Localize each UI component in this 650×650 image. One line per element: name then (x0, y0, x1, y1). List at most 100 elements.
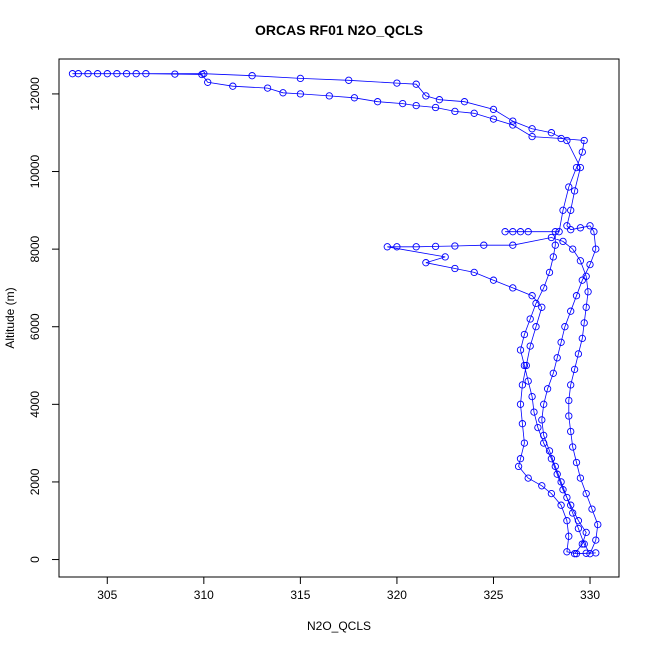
data-point (586, 222, 594, 230)
data-point (296, 74, 305, 83)
data-point (393, 79, 401, 87)
data-point (565, 412, 573, 420)
data-point (563, 493, 571, 502)
data-point (574, 517, 583, 525)
data-point (516, 346, 525, 354)
data-point (565, 532, 573, 540)
data-point (113, 70, 121, 78)
data-point (547, 233, 556, 242)
data-point (545, 268, 554, 277)
data-point (582, 528, 590, 537)
data-point (522, 361, 530, 370)
data-point (538, 416, 546, 424)
data-point (470, 268, 478, 277)
y-tick-label: 6000 (28, 313, 42, 340)
y-tick-label: 0 (28, 556, 42, 563)
data-point (590, 228, 598, 236)
data-point (559, 206, 567, 214)
data-point (532, 299, 540, 308)
data-point (578, 276, 586, 284)
data-point (528, 132, 536, 141)
data-point (559, 237, 567, 246)
data-point (563, 548, 571, 556)
data-point (470, 109, 478, 117)
x-axis: 305 310 315 320 325 330 (97, 576, 600, 602)
data-point (545, 447, 554, 455)
data-point (576, 474, 585, 482)
data-point (563, 222, 571, 230)
data-point (567, 206, 575, 214)
data-point (422, 92, 430, 100)
series-line (72, 73, 599, 555)
data-point (567, 307, 575, 315)
data-point (569, 509, 577, 517)
data-point (460, 98, 469, 106)
data-point (580, 136, 588, 145)
data-point (580, 540, 588, 548)
data-point (489, 105, 498, 114)
x-tick-label: 305 (97, 588, 117, 602)
data-point (74, 70, 82, 78)
data-point (520, 330, 529, 339)
data-point (576, 163, 585, 172)
data-point (373, 98, 382, 106)
x-tick-label: 320 (387, 588, 407, 602)
data-point (383, 243, 391, 251)
data-point (570, 365, 579, 374)
data-point (557, 501, 565, 509)
data-point (68, 70, 77, 78)
data-point (578, 148, 586, 156)
data-point (565, 396, 573, 405)
data-point (586, 260, 594, 269)
data-point (572, 292, 581, 300)
data-point (93, 70, 102, 78)
data-point (570, 550, 579, 558)
data-point (509, 241, 517, 249)
data-point (547, 129, 556, 137)
data-point (563, 517, 571, 525)
data-point (480, 241, 488, 249)
data-point (569, 443, 577, 451)
data-point (580, 319, 588, 327)
data-point (540, 431, 548, 440)
data-point (549, 369, 557, 377)
data-point (540, 400, 548, 408)
data-point (592, 536, 600, 544)
data-point (553, 470, 561, 478)
data-point (399, 99, 407, 108)
data-point (567, 226, 575, 234)
data-point (520, 361, 529, 370)
data-point (551, 462, 559, 471)
x-tick-label: 330 (580, 588, 600, 602)
data-point (451, 242, 459, 250)
data-point (530, 408, 538, 416)
data-point (412, 243, 420, 251)
y-tick-label: 8000 (28, 235, 42, 262)
data-point (516, 228, 525, 236)
data-point (563, 136, 571, 145)
data-point (592, 549, 600, 557)
data-point (584, 288, 592, 296)
data-point (412, 101, 420, 110)
data-point (567, 501, 575, 509)
data-point (538, 482, 546, 490)
data-point (559, 486, 567, 494)
data-point (451, 264, 459, 273)
data-point (435, 96, 444, 104)
data-point (122, 70, 131, 78)
data-point (572, 550, 581, 558)
data-point (489, 115, 498, 123)
data-point (296, 90, 305, 98)
data-point (570, 187, 579, 195)
data-point (586, 550, 594, 558)
data-point (574, 524, 583, 533)
data-point (200, 70, 208, 78)
data-point (431, 103, 440, 112)
data-point (524, 377, 532, 385)
data-point (451, 107, 459, 116)
data-point (569, 245, 577, 253)
data-point (557, 478, 565, 486)
data-point (142, 70, 150, 78)
data-point (567, 381, 575, 389)
data-point (518, 381, 527, 389)
